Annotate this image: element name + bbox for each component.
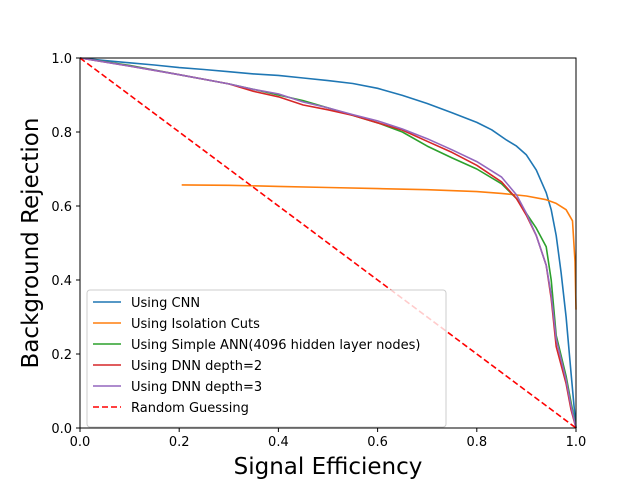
x-tick-label: 1.0: [566, 435, 587, 450]
series-line-4: [79, 57, 577, 429]
legend-label: Random Guessing: [131, 401, 249, 416]
legend-label: Using Isolation Cuts: [131, 317, 260, 332]
y-tick-label: 0.8: [51, 126, 72, 141]
y-tick-label: 0.2: [51, 348, 72, 363]
y-tick-label: 0.6: [51, 200, 72, 215]
x-tick-label: 0.0: [70, 435, 91, 450]
legend-label: Using DNN depth=3: [131, 380, 262, 395]
y-tick-label: 0.4: [51, 274, 72, 289]
legend: Using CNN Using Isolation Cuts Using Simpl…: [86, 289, 447, 428]
series-line-0: [79, 57, 577, 429]
series-layer: [79, 57, 577, 429]
series-line-1: [181, 184, 577, 310]
plot-frame: [79, 57, 577, 429]
y-axis-ticks: 0.0 0.2 0.4 0.6 0.8 1.0: [51, 52, 80, 437]
x-tick-label: 0.4: [268, 435, 289, 450]
x-axis-label: Signal Efficiency: [234, 454, 423, 480]
x-tick-label: 0.2: [169, 435, 190, 450]
legend-label: Using DNN depth=2: [131, 359, 262, 374]
x-tick-label: 0.6: [367, 435, 388, 450]
legend-label: Using CNN: [131, 296, 200, 311]
legend-label: Using Simple ANN(4096 hidden layer nodes…: [131, 338, 420, 353]
x-tick-label: 0.8: [466, 435, 487, 450]
y-tick-label: 0.0: [51, 422, 72, 437]
y-tick-label: 1.0: [51, 52, 72, 67]
legend-box: [86, 289, 447, 428]
series-line-5: [79, 57, 577, 429]
y-axis-label: Background Rejection: [18, 118, 44, 369]
x-axis-ticks: 0.0 0.2 0.4 0.6 0.8 1.0: [70, 428, 587, 450]
